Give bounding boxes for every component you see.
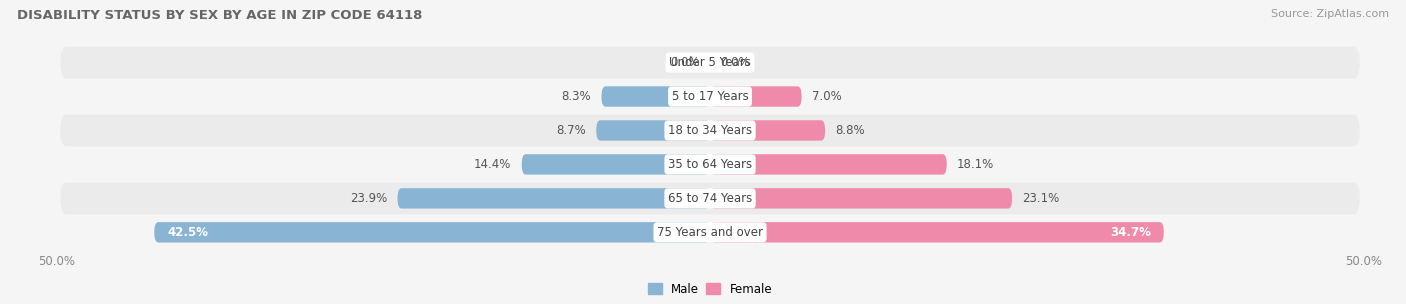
Text: 0.0%: 0.0% bbox=[669, 56, 700, 69]
Text: 7.0%: 7.0% bbox=[813, 90, 842, 103]
Text: 18 to 34 Years: 18 to 34 Years bbox=[668, 124, 752, 137]
Text: 18.1%: 18.1% bbox=[957, 158, 994, 171]
Text: 35 to 64 Years: 35 to 64 Years bbox=[668, 158, 752, 171]
Text: 8.3%: 8.3% bbox=[561, 90, 591, 103]
FancyBboxPatch shape bbox=[710, 120, 825, 141]
Text: 0.0%: 0.0% bbox=[720, 56, 751, 69]
Text: 5 to 17 Years: 5 to 17 Years bbox=[672, 90, 748, 103]
Text: 34.7%: 34.7% bbox=[1109, 226, 1150, 239]
Text: Under 5 Years: Under 5 Years bbox=[669, 56, 751, 69]
Text: 65 to 74 Years: 65 to 74 Years bbox=[668, 192, 752, 205]
FancyBboxPatch shape bbox=[155, 222, 710, 243]
FancyBboxPatch shape bbox=[710, 154, 946, 174]
FancyBboxPatch shape bbox=[398, 188, 710, 209]
FancyBboxPatch shape bbox=[710, 222, 1164, 243]
Text: DISABILITY STATUS BY SEX BY AGE IN ZIP CODE 64118: DISABILITY STATUS BY SEX BY AGE IN ZIP C… bbox=[17, 9, 422, 22]
FancyBboxPatch shape bbox=[710, 86, 801, 107]
FancyBboxPatch shape bbox=[60, 115, 1360, 147]
Text: 14.4%: 14.4% bbox=[474, 158, 512, 171]
FancyBboxPatch shape bbox=[596, 120, 710, 141]
FancyBboxPatch shape bbox=[602, 86, 710, 107]
Legend: Male, Female: Male, Female bbox=[643, 278, 778, 300]
FancyBboxPatch shape bbox=[60, 216, 1360, 248]
Text: Source: ZipAtlas.com: Source: ZipAtlas.com bbox=[1271, 9, 1389, 19]
Text: 8.8%: 8.8% bbox=[835, 124, 865, 137]
Text: 23.1%: 23.1% bbox=[1022, 192, 1060, 205]
FancyBboxPatch shape bbox=[522, 154, 710, 174]
Text: 8.7%: 8.7% bbox=[555, 124, 586, 137]
Text: 23.9%: 23.9% bbox=[350, 192, 387, 205]
FancyBboxPatch shape bbox=[60, 182, 1360, 214]
Text: 75 Years and over: 75 Years and over bbox=[657, 226, 763, 239]
FancyBboxPatch shape bbox=[60, 47, 1360, 78]
FancyBboxPatch shape bbox=[710, 188, 1012, 209]
FancyBboxPatch shape bbox=[60, 81, 1360, 112]
Text: 42.5%: 42.5% bbox=[167, 226, 208, 239]
FancyBboxPatch shape bbox=[60, 148, 1360, 180]
